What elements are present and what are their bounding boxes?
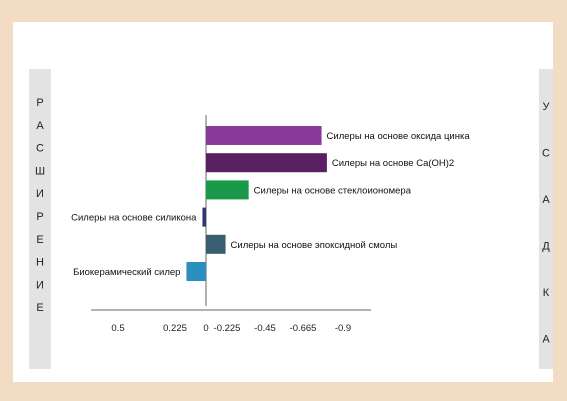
bar-1	[206, 126, 322, 145]
left-letter-1: Р	[36, 97, 43, 109]
left-letter-4: Ш	[35, 165, 45, 177]
left-letter-3: С	[36, 143, 44, 155]
x-tick-label-2: 0.225	[163, 323, 187, 334]
left-letter-10: Е	[36, 302, 43, 314]
right-letter-3: А	[542, 194, 550, 206]
bar-2	[206, 153, 327, 173]
bar-4	[202, 207, 206, 227]
bar-label-6: Биокерамический силер	[73, 267, 180, 278]
right-axis-label: У С А Д К А	[542, 101, 550, 346]
bar-3	[206, 180, 249, 200]
x-tick-label-7: -0.9	[335, 323, 351, 334]
right-letter-1: У	[543, 101, 551, 113]
right-axis-panel	[539, 69, 553, 369]
bar-label-2: Силеры на основе Ca(OH)2	[332, 158, 454, 169]
x-tick-label-6: -0.665	[290, 323, 317, 334]
bar-6	[186, 262, 206, 281]
left-letter-2: А	[36, 120, 44, 132]
left-letter-7: Е	[36, 234, 43, 246]
left-letter-5: И	[36, 188, 44, 200]
bar-label-3: Силеры на основе стеклоиономера	[254, 185, 412, 196]
bar-label-1: Силеры на основе оксида цинка	[327, 131, 471, 142]
bar-5	[206, 234, 226, 254]
x-tick-label-5: -0.45	[254, 323, 276, 334]
bar-label-5: Силеры на основе эпоксидной смолы	[231, 240, 398, 251]
x-tick-label-4: -0.225	[214, 323, 241, 334]
right-letter-4: Д	[542, 241, 550, 253]
right-letter-6: А	[542, 334, 550, 346]
left-letter-6: Р	[36, 211, 43, 223]
x-tick-label-1: 0.5	[111, 323, 124, 334]
x-ticks-group: 0.5 0.225 0 -0.225 -0.45 -0.665 -0.9	[111, 323, 351, 334]
right-letter-2: С	[542, 148, 550, 160]
right-letter-5: К	[543, 287, 550, 299]
bars-group: Силеры на основе оксида цинка Силеры на о…	[71, 126, 470, 281]
bar-label-4: Силеры на основе силикона	[71, 213, 197, 224]
left-axis-panel	[29, 69, 51, 369]
left-letter-8: Н	[36, 257, 44, 269]
x-tick-label-3: 0	[203, 323, 208, 334]
left-letter-9: И	[36, 279, 44, 291]
